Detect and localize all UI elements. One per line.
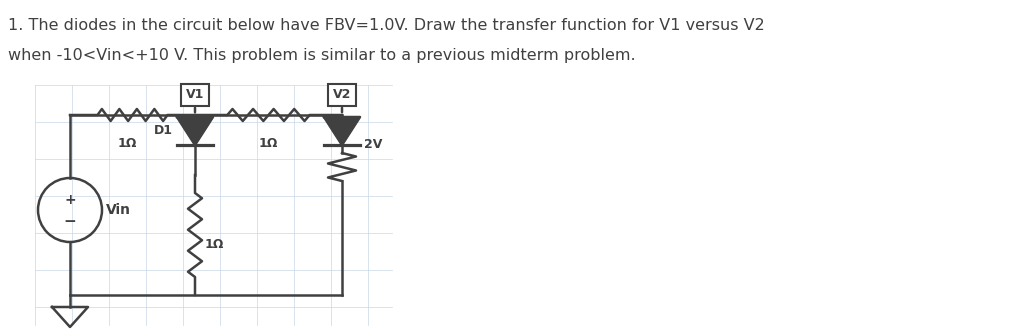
Text: when -10<Vin<+10 V. This problem is similar to a previous midterm problem.: when -10<Vin<+10 V. This problem is simi… (8, 48, 635, 63)
Text: 1Ω: 1Ω (259, 137, 278, 150)
Text: V2: V2 (333, 89, 351, 102)
Text: 1. The diodes in the circuit below have FBV=1.0V. Draw the transfer function for: 1. The diodes in the circuit below have … (8, 18, 765, 33)
Text: −: − (63, 214, 76, 229)
Polygon shape (177, 117, 213, 145)
Polygon shape (324, 117, 360, 145)
Text: D1: D1 (154, 125, 173, 138)
Text: 2V: 2V (364, 139, 383, 152)
Text: +: + (64, 193, 75, 207)
Text: 1Ω: 1Ω (118, 137, 137, 150)
Text: V1: V1 (186, 89, 205, 102)
Text: 1Ω: 1Ω (205, 238, 224, 251)
Text: Vin: Vin (106, 203, 131, 217)
